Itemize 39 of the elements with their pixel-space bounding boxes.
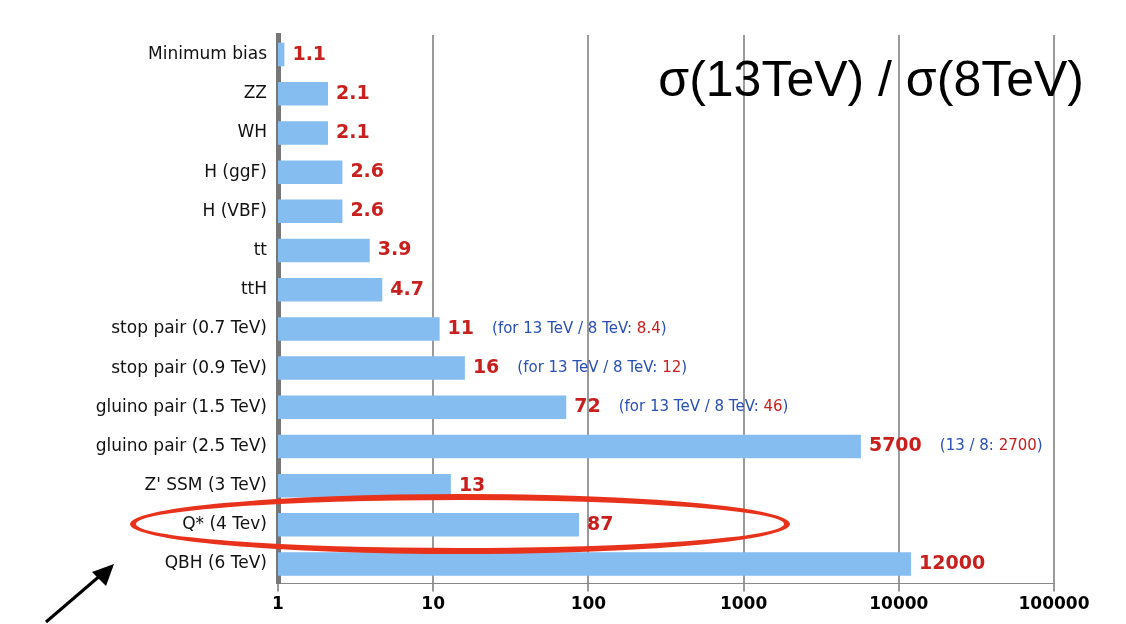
chart-title: σ(13TeV) / σ(8TeV) [658,51,1084,107]
annotation: (for 13 TeV / 8 TeV: 12) [517,357,688,376]
data-label: 2.6 [350,159,385,182]
y-tick-label: H (VBF) [202,199,267,220]
y-tick-label: ZZ [243,82,267,103]
data-label: 87 [587,511,614,534]
y-tick-label: gluino pair (2.5 TeV) [95,434,267,455]
data-label: 72 [574,394,601,417]
y-tick-label: tt [253,238,268,259]
y-tick-label: stop pair (0.9 TeV) [111,356,267,377]
y-tick-label: gluino pair (1.5 TeV) [95,395,267,416]
data-label: 5700 [868,433,922,456]
y-tick-label: WH [237,121,267,142]
x-tick-label: 10000 [869,593,929,614]
data-label: 3.9 [377,237,412,260]
y-tick-label: Minimum bias [148,43,268,64]
x-tick-label: 100000 [1018,593,1090,614]
x-tick-label: 1000 [719,593,768,614]
data-label: 11 [447,315,475,338]
data-label: 12000 [919,550,986,573]
x-tick-label: 1 [272,593,284,614]
data-label: 2.1 [336,119,370,142]
data-label: 2.1 [336,80,370,103]
data-label: 2.6 [350,198,385,221]
y-tick-label: H (ggF) [204,160,267,181]
data-label: 13 [458,472,486,495]
x-tick-label: 10 [421,593,446,614]
y-tick-label: stop pair (0.7 TeV) [111,317,267,338]
annotation: (for 13 TeV / 8 TeV: 8.4) [492,318,667,337]
annotation: (13 / 8: 2700) [939,436,1043,455]
y-tick-label: Q* (4 Tev) [182,513,267,534]
data-label: 16 [472,355,500,378]
data-label: 1.1 [292,41,327,64]
y-tick-label: Z' SSM (3 TeV) [144,474,267,495]
y-tick-label: QBH (6 TeV) [164,552,267,573]
annotation: (for 13 TeV / 8 TeV: 46) [618,397,789,416]
y-tick-label: ttH [240,278,267,299]
data-label: 4.7 [390,276,424,299]
x-tick-label: 100 [570,593,607,614]
